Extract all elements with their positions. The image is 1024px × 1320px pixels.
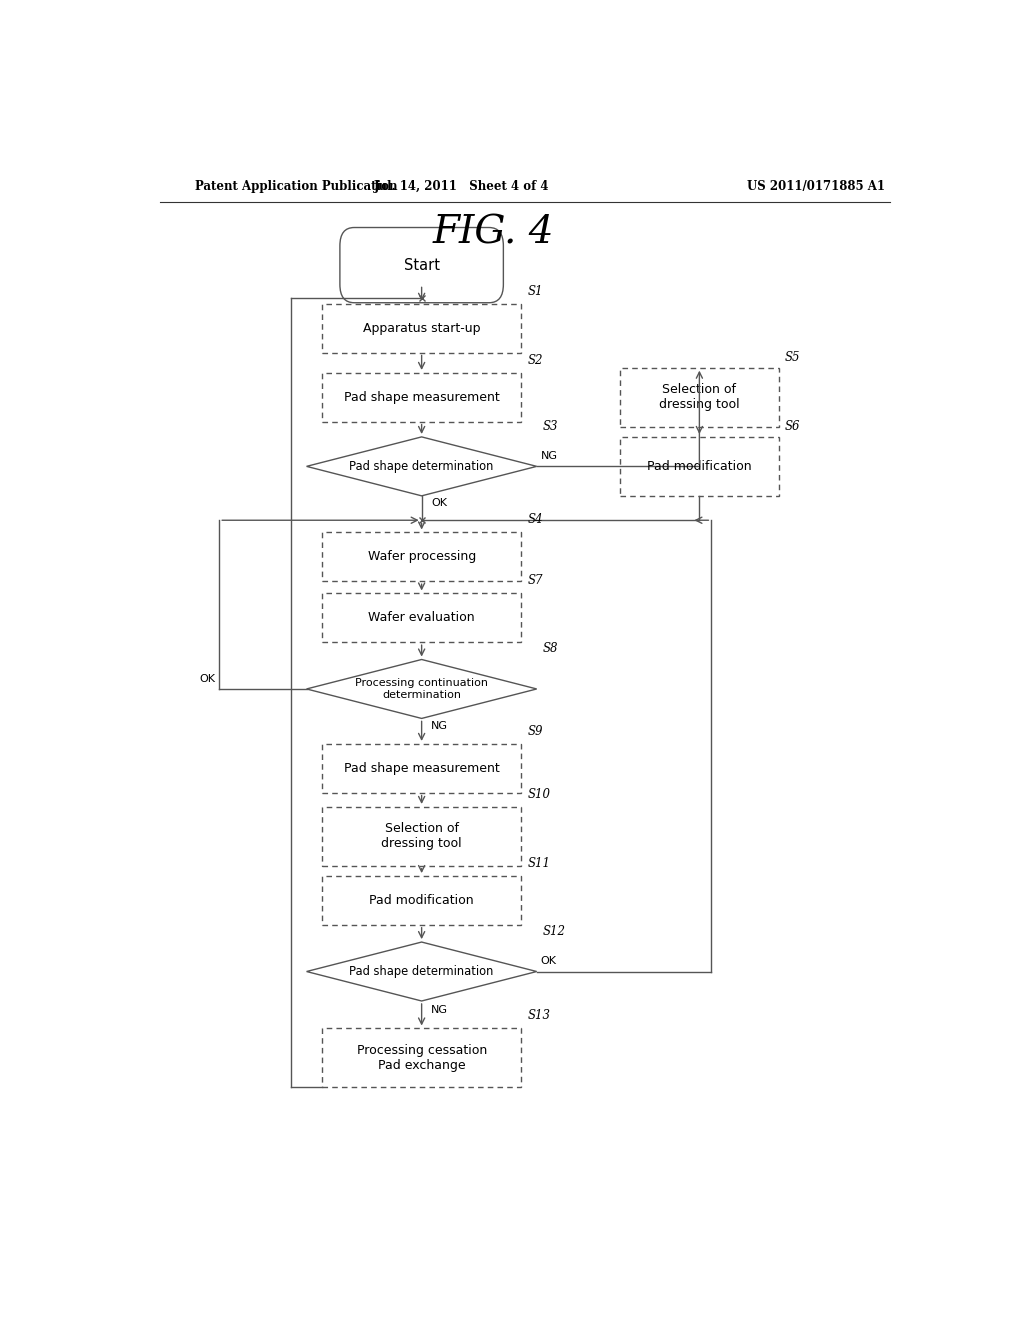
Bar <box>323 532 521 581</box>
Text: Jul. 14, 2011   Sheet 4 of 4: Jul. 14, 2011 Sheet 4 of 4 <box>374 181 549 193</box>
Text: Pad shape determination: Pad shape determination <box>349 459 494 473</box>
Bar <box>323 372 521 421</box>
Text: S5: S5 <box>785 351 801 364</box>
Bar <box>323 807 521 866</box>
Text: Pad shape measurement: Pad shape measurement <box>344 762 500 775</box>
Text: S12: S12 <box>543 925 566 939</box>
Bar <box>620 368 778 426</box>
Text: S4: S4 <box>527 513 543 527</box>
Text: Pad shape determination: Pad shape determination <box>349 965 494 978</box>
Text: S2: S2 <box>527 354 543 367</box>
Text: Pad modification: Pad modification <box>647 459 752 473</box>
Text: NG: NG <box>431 721 449 731</box>
Text: S13: S13 <box>527 1010 550 1022</box>
Text: S9: S9 <box>527 725 543 738</box>
Text: Selection of
dressing tool: Selection of dressing tool <box>381 822 462 850</box>
Text: Pad shape measurement: Pad shape measurement <box>344 391 500 404</box>
Text: FIG. 4: FIG. 4 <box>432 214 554 251</box>
Text: S3: S3 <box>543 420 558 433</box>
Text: OK: OK <box>541 957 557 966</box>
Text: OK: OK <box>431 498 447 508</box>
Text: Patent Application Publication: Patent Application Publication <box>196 181 398 193</box>
Text: S1: S1 <box>527 285 543 297</box>
Text: S7: S7 <box>527 574 543 587</box>
Text: Selection of
dressing tool: Selection of dressing tool <box>659 383 739 412</box>
Text: NG: NG <box>431 1005 449 1015</box>
Text: Processing cessation
Pad exchange: Processing cessation Pad exchange <box>356 1044 486 1072</box>
FancyBboxPatch shape <box>340 227 504 302</box>
Text: Start: Start <box>403 257 439 273</box>
Bar <box>323 876 521 925</box>
Polygon shape <box>306 437 537 496</box>
Text: S6: S6 <box>785 420 801 433</box>
Bar <box>323 1028 521 1088</box>
Bar <box>323 744 521 792</box>
Bar <box>620 437 778 496</box>
Polygon shape <box>306 942 537 1001</box>
Text: Apparatus start-up: Apparatus start-up <box>362 322 480 335</box>
Text: Wafer evaluation: Wafer evaluation <box>369 611 475 624</box>
Text: NG: NG <box>541 451 558 461</box>
Text: Wafer processing: Wafer processing <box>368 550 476 564</box>
Text: S8: S8 <box>543 643 558 656</box>
Text: US 2011/0171885 A1: US 2011/0171885 A1 <box>748 181 885 193</box>
Polygon shape <box>306 660 537 718</box>
Text: Pad modification: Pad modification <box>370 894 474 907</box>
Text: S10: S10 <box>527 788 550 801</box>
Text: OK: OK <box>200 675 215 684</box>
Bar <box>323 594 521 643</box>
Text: Processing continuation
determination: Processing continuation determination <box>355 678 488 700</box>
Bar <box>323 304 521 352</box>
Text: S11: S11 <box>527 857 550 870</box>
